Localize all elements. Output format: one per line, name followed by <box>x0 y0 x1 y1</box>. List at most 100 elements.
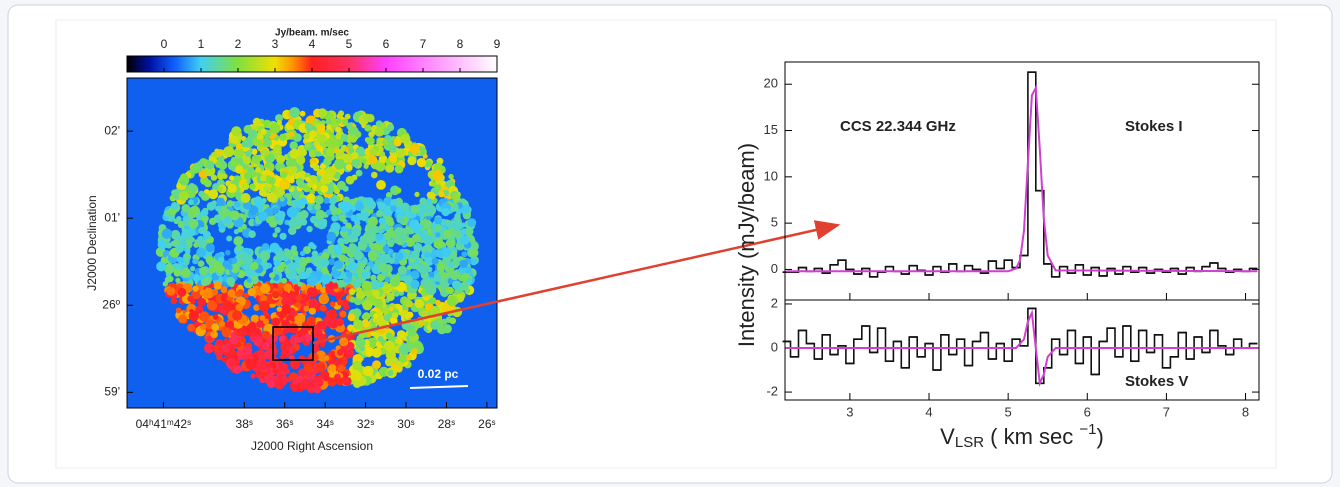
map-pixel <box>390 205 397 212</box>
map-pixel <box>188 310 199 322</box>
map-pixel <box>351 158 361 168</box>
map-pixel <box>280 171 288 179</box>
map-pixel <box>338 110 345 117</box>
map-pixel <box>211 288 219 296</box>
map-pixel <box>449 317 457 325</box>
map-pixel <box>229 175 235 181</box>
x-axis-label: J2000 Right Ascension <box>251 439 373 453</box>
map-pixel <box>272 232 278 238</box>
map-pixel <box>223 338 229 344</box>
map-pixel <box>215 264 226 274</box>
map-pixel <box>384 340 395 352</box>
map-pixel <box>460 235 470 245</box>
map-pixel <box>339 337 349 347</box>
map-pixel <box>251 330 258 337</box>
map-pixel <box>410 270 420 280</box>
map-pixel <box>340 201 352 213</box>
map-pixel <box>442 256 451 265</box>
map-pixel <box>181 230 189 239</box>
map-pixel <box>378 253 388 264</box>
map-pixel <box>239 251 248 259</box>
map-pixel <box>347 142 353 149</box>
map-pixel <box>283 326 290 334</box>
x-tick-label: 5 <box>1005 404 1012 419</box>
map-pixel <box>264 162 271 168</box>
map-pixel <box>411 233 421 243</box>
x-label-part: LSR <box>955 434 984 451</box>
map-pixel <box>187 228 196 237</box>
map-pixel <box>269 362 277 369</box>
map-pixel <box>330 222 341 233</box>
colorbar-label: Jy/beam. m/sec <box>275 28 349 39</box>
map-pixel <box>298 257 305 264</box>
map-pixel <box>176 216 182 222</box>
map-pixel <box>334 358 342 366</box>
map-pixel <box>260 283 271 294</box>
map-pixel <box>156 261 167 272</box>
map-pixel <box>231 126 242 137</box>
map-pixel <box>295 177 304 186</box>
map-pixel <box>203 287 214 299</box>
map-pixel <box>243 171 252 180</box>
map-pixel <box>376 310 384 317</box>
map-pixel <box>311 250 319 257</box>
map-pixel <box>255 371 263 379</box>
map-pixel <box>391 363 397 370</box>
fit-line <box>786 84 1258 273</box>
map-pixel <box>260 361 271 371</box>
map-pixel <box>258 354 266 362</box>
map-pixel <box>283 283 293 292</box>
y-tick-label: -2 <box>766 384 778 399</box>
map-pixel <box>290 358 301 370</box>
map-pixel <box>441 247 451 258</box>
map-pixel <box>225 249 231 256</box>
map-pixel <box>241 223 247 230</box>
map-pixel <box>411 348 418 355</box>
map-pixel <box>249 275 259 285</box>
map-pixel <box>426 197 433 204</box>
map-pixel <box>187 323 196 332</box>
map-pixel <box>312 119 318 125</box>
map-pixel <box>387 220 395 227</box>
map-pixel <box>389 154 398 163</box>
map-pixel <box>283 256 289 262</box>
colorbar-tick-label: 5 <box>346 37 353 51</box>
map-pixel <box>313 377 324 387</box>
x-tick-label: 8 <box>1242 404 1249 419</box>
map-pixel <box>172 239 180 247</box>
map-pixel <box>376 209 384 218</box>
map-pixel <box>265 216 273 224</box>
map-frame <box>126 77 498 409</box>
map-pixel <box>307 180 314 188</box>
map-pixel <box>244 358 252 366</box>
map-pixel <box>223 146 235 158</box>
map-pixel <box>258 188 267 197</box>
map-pixel <box>333 260 344 270</box>
map-pixel <box>165 242 172 249</box>
map-pixel <box>261 330 270 339</box>
map-pixel <box>161 228 173 239</box>
map-pixel <box>303 246 311 255</box>
map-pixel <box>442 324 452 334</box>
map-pixel <box>407 156 417 166</box>
map-pixel <box>227 321 235 328</box>
map-pixel <box>439 218 448 227</box>
map-pixel <box>396 215 405 224</box>
map-pixel <box>345 348 355 358</box>
map-pixel <box>320 286 327 294</box>
map-pixel <box>321 265 328 272</box>
map-pixel <box>390 316 398 324</box>
map-pixel <box>234 201 241 208</box>
map-pixel <box>271 206 279 215</box>
map-pixel <box>208 189 219 200</box>
y-tick-label: 15 <box>764 122 778 137</box>
map-pixel <box>410 279 420 289</box>
map-pixel <box>355 337 366 348</box>
map-pixel <box>352 360 362 370</box>
map-pixel <box>332 282 339 289</box>
colorbar-tick-label: 4 <box>309 37 316 51</box>
map-pixel <box>460 222 466 228</box>
map-pixel <box>293 255 300 263</box>
map-pixel <box>348 261 358 271</box>
map-pixel <box>390 198 399 207</box>
